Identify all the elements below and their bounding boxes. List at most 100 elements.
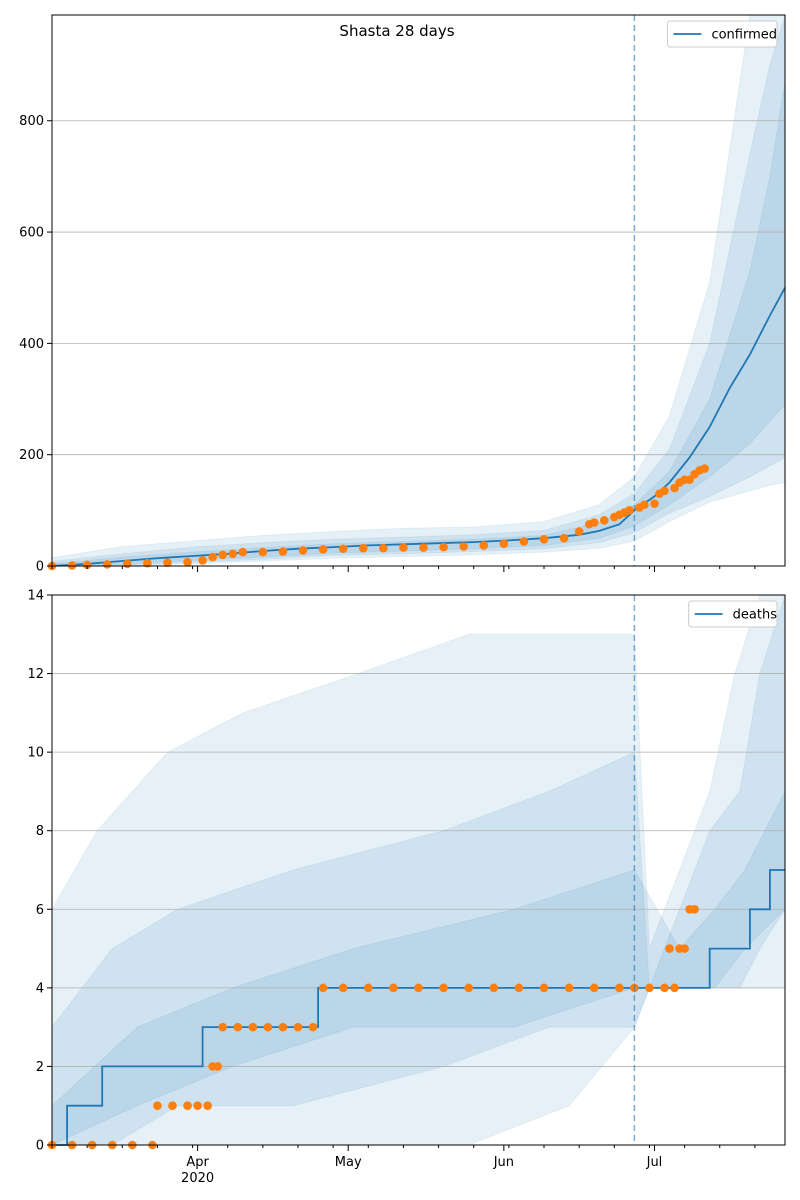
data-point <box>82 560 92 570</box>
data-point <box>248 1022 258 1032</box>
data-point <box>464 983 474 993</box>
confirmed-plot-frame <box>51 14 786 567</box>
chart-title: Shasta 28 days <box>339 22 454 40</box>
data-point <box>123 559 132 569</box>
legend-box <box>688 600 778 628</box>
x-tick-label: Jun <box>493 1155 514 1170</box>
y-tick-label: 400 <box>19 337 44 352</box>
data-point <box>318 983 328 993</box>
data-point <box>419 543 428 552</box>
legend-label-deaths: deaths <box>733 608 778 623</box>
deaths-plot-frame <box>51 594 786 1146</box>
data-point <box>208 552 217 562</box>
data-point <box>439 542 448 552</box>
legend-label-confirmed: confirmed <box>711 28 777 43</box>
data-point <box>153 1101 162 1111</box>
data-point <box>363 983 373 993</box>
data-point <box>168 1101 177 1111</box>
series-line-confirmed <box>51 287 786 567</box>
data-point <box>559 533 569 543</box>
data-point <box>218 1022 227 1032</box>
data-point <box>318 545 328 554</box>
data-point <box>700 464 709 473</box>
data-point <box>625 506 634 515</box>
confirmed-panel: 0 200 400 600 800 Shasta 28 days confirmed <box>19 14 786 575</box>
data-point <box>640 500 649 510</box>
y-tick-label: 200 <box>19 448 44 463</box>
x-tick-label: May <box>335 1155 362 1170</box>
data-point <box>183 557 192 567</box>
deaths-y-axis: 0 2 4 6 8 10 12 14 <box>27 589 52 1154</box>
data-point <box>589 518 599 527</box>
x-tick-sublabel: 2020 <box>181 1171 214 1186</box>
data-point <box>389 983 398 993</box>
legend-box <box>666 20 778 48</box>
confirmed-legend: confirmed <box>666 20 778 48</box>
data-point <box>499 539 509 549</box>
data-point <box>298 546 308 555</box>
x-tick-label: Jul <box>646 1155 663 1170</box>
data-point <box>308 1022 318 1032</box>
data-point <box>338 983 348 993</box>
deaths-legend: deaths <box>688 600 778 628</box>
y-tick-label: 600 <box>19 226 44 241</box>
y-tick-label: 12 <box>27 667 44 682</box>
confirmed-x-axis <box>51 566 756 572</box>
data-point <box>665 944 674 953</box>
data-point <box>479 541 489 550</box>
data-point <box>233 1022 243 1032</box>
x-tick-label: Apr <box>186 1155 209 1170</box>
data-point <box>238 547 248 557</box>
data-point <box>399 543 408 552</box>
y-tick-label: 8 <box>36 824 44 839</box>
data-point <box>183 1101 192 1111</box>
data-point <box>670 983 679 993</box>
y-tick-label: 4 <box>36 981 44 996</box>
data-point <box>203 1101 212 1111</box>
data-point <box>213 1062 222 1071</box>
data-point <box>650 499 659 508</box>
data-point <box>489 983 499 993</box>
data-point <box>645 983 654 993</box>
data-point <box>258 547 268 557</box>
data-point <box>263 1022 273 1032</box>
data-point <box>690 904 699 914</box>
y-tick-label: 0 <box>36 560 44 575</box>
data-point <box>539 983 549 993</box>
data-point <box>660 983 669 993</box>
data-point <box>564 983 574 993</box>
deaths-uncertainty-bands <box>51 594 786 1146</box>
data-point <box>459 542 468 551</box>
data-point <box>278 547 288 556</box>
data-point <box>218 550 227 560</box>
data-point <box>439 983 448 993</box>
y-tick-label: 0 <box>36 1139 44 1154</box>
data-point <box>102 560 112 569</box>
data-point <box>599 516 609 525</box>
data-point <box>278 1022 288 1032</box>
confirmed-gridlines <box>52 120 785 456</box>
data-point <box>358 543 368 553</box>
data-point <box>379 543 388 553</box>
data-point <box>198 556 207 565</box>
data-point <box>589 983 599 993</box>
data-point <box>143 558 152 568</box>
series-line-deaths <box>52 869 785 1146</box>
data-point <box>514 983 524 993</box>
data-point <box>670 483 679 493</box>
data-point <box>539 534 549 544</box>
data-point <box>574 527 584 536</box>
y-tick-label: 6 <box>36 903 44 918</box>
data-point <box>519 537 529 546</box>
data-point <box>338 544 348 554</box>
data-point <box>615 983 624 993</box>
data-point <box>67 561 77 570</box>
data-point <box>293 1022 303 1032</box>
data-point <box>660 486 669 496</box>
data-point <box>163 558 172 567</box>
y-tick-label: 14 <box>27 589 44 604</box>
data-point <box>685 475 694 485</box>
